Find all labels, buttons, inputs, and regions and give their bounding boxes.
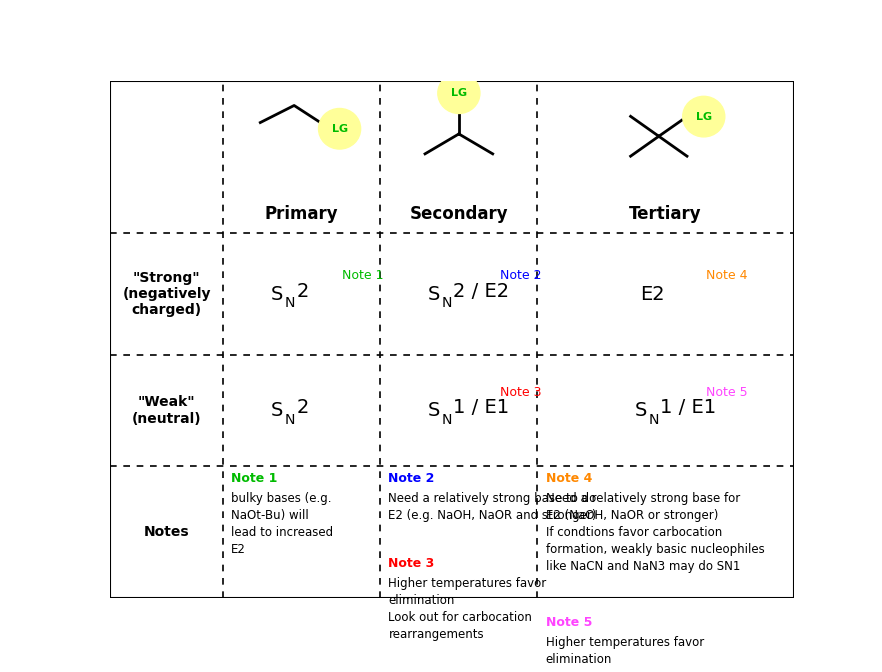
Text: LG: LG: [696, 112, 712, 122]
Text: 1 / E1: 1 / E1: [660, 398, 716, 417]
Text: S: S: [428, 284, 440, 304]
Text: S: S: [271, 401, 283, 420]
Text: Secondary: Secondary: [409, 205, 508, 223]
Text: 2 / E2: 2 / E2: [453, 282, 510, 301]
Text: E2: E2: [639, 284, 664, 304]
Text: Note 1: Note 1: [342, 269, 384, 282]
Text: Tertiary: Tertiary: [630, 205, 702, 223]
Text: Note 4: Note 4: [706, 269, 748, 282]
Text: S: S: [635, 401, 647, 420]
Text: bulky bases (e.g.
NaOt-Bu) will
lead to increased
E2: bulky bases (e.g. NaOt-Bu) will lead to …: [231, 492, 333, 556]
Text: N: N: [285, 413, 295, 427]
Text: LG: LG: [332, 124, 348, 134]
Text: N: N: [442, 296, 452, 310]
Text: "Weak"
(neutral): "Weak" (neutral): [131, 395, 201, 425]
Text: Note 2: Note 2: [499, 269, 542, 282]
Text: N: N: [648, 413, 659, 427]
Text: Note 3: Note 3: [388, 557, 435, 571]
Text: 2: 2: [296, 398, 309, 417]
Text: Note 4: Note 4: [546, 472, 592, 485]
Ellipse shape: [683, 96, 725, 137]
Text: LG: LG: [451, 88, 467, 98]
Text: 2: 2: [296, 282, 309, 301]
Text: Need a relatively strong base for
E2 (NaOH, NaOR or stronger)
If condtions favor: Need a relatively strong base for E2 (Na…: [546, 492, 765, 573]
Text: S: S: [428, 401, 440, 420]
Text: 1 / E1: 1 / E1: [453, 398, 510, 417]
Text: S: S: [271, 284, 283, 304]
Text: Note 3: Note 3: [499, 386, 542, 399]
Text: "Strong"
(negatively
charged): "Strong" (negatively charged): [123, 271, 211, 317]
Text: Note 2: Note 2: [388, 472, 435, 485]
Ellipse shape: [437, 73, 480, 114]
Text: Notes: Notes: [144, 525, 190, 539]
Text: N: N: [442, 413, 452, 427]
Text: Higher temperatures favor
elimination
Look out for carbocation
rearrangements: Higher temperatures favor elimination Lo…: [388, 577, 547, 641]
Text: Primary: Primary: [265, 205, 339, 223]
Text: Note 5: Note 5: [546, 616, 592, 629]
Ellipse shape: [318, 108, 361, 149]
Text: Note 1: Note 1: [231, 472, 278, 485]
Text: Higher temperatures favor
elimination: Higher temperatures favor elimination: [546, 636, 704, 666]
Text: N: N: [285, 296, 295, 310]
Text: Need a relatively strong base to do
E2 (e.g. NaOH, NaOR and stronger): Need a relatively strong base to do E2 (…: [388, 492, 597, 522]
Text: Note 5: Note 5: [706, 386, 748, 399]
